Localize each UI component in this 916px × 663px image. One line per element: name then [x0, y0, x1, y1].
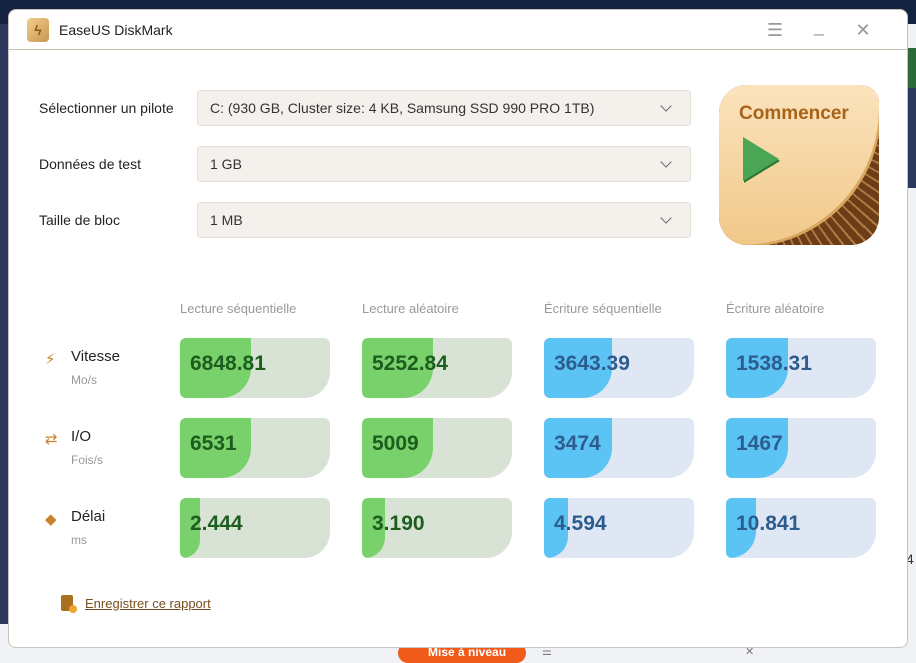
close-icon[interactable]: ✕: [855, 20, 871, 40]
result-value: 10.841: [736, 512, 801, 535]
chevron-down-icon: [660, 99, 672, 112]
block-size-setting: Taille de bloc 1 MB: [39, 202, 691, 238]
result-fill: [726, 418, 788, 478]
column-header: Écriture aléatoire: [726, 301, 825, 316]
result-value: 2.444: [190, 512, 243, 535]
test-data-select[interactable]: 1 GB: [197, 146, 691, 182]
result-fill: [544, 338, 612, 398]
start-button[interactable]: Commencer: [719, 85, 879, 245]
background-text: 4: [906, 551, 914, 567]
block-size-select[interactable]: 1 MB: [197, 202, 691, 238]
result-bar: 1467: [726, 418, 876, 478]
metric-unit: Fois/s: [71, 453, 104, 467]
result-value: 6531: [190, 432, 237, 455]
play-icon: [743, 137, 779, 181]
chevron-down-icon: [660, 155, 672, 168]
app-logo-icon: ϟ: [27, 17, 49, 42]
result-value: 3474: [554, 432, 601, 455]
minimize-icon[interactable]: _: [813, 16, 824, 36]
result-fill: [180, 418, 251, 478]
start-label: Commencer: [739, 103, 849, 124]
metric-unit: Mo/s: [71, 373, 98, 387]
result-fill: [544, 498, 568, 558]
test-data-value: 1 GB: [210, 156, 242, 172]
result-bar: 10.841: [726, 498, 876, 558]
result-fill: [180, 498, 200, 558]
block-size-value: 1 MB: [210, 212, 243, 228]
result-bar: 4.594: [544, 498, 694, 558]
title-bar: ϟ EaseUS DiskMark: [9, 10, 907, 50]
metric-name: Vitesse: [71, 348, 120, 365]
latency-icon: ◆: [45, 511, 57, 528]
result-bar: 5252.84: [362, 338, 512, 398]
result-bar: 6848.81: [180, 338, 330, 398]
result-fill: [362, 418, 433, 478]
drive-select[interactable]: C: (930 GB, Cluster size: 4 KB, Samsung …: [197, 90, 691, 126]
app-window: ϟ EaseUS DiskMark ☰ _ ✕ Sélectionner un …: [8, 9, 908, 648]
result-bar: 3.190: [362, 498, 512, 558]
result-value: 3.190: [372, 512, 425, 535]
save-report-label: Enregistrer ce rapport: [85, 595, 211, 611]
test-data-label: Données de test: [39, 156, 141, 172]
block-size-label: Taille de bloc: [39, 212, 120, 228]
metric-unit: ms: [71, 533, 87, 547]
result-value: 6848.81: [190, 352, 266, 375]
save-report-link[interactable]: Enregistrer ce rapport: [61, 595, 211, 613]
desktop-background-left: [0, 24, 8, 624]
result-bar: 5009: [362, 418, 512, 478]
result-value: 3643.39: [554, 352, 630, 375]
result-fill: [726, 338, 788, 398]
result-fill: [180, 338, 251, 398]
report-icon: [61, 595, 77, 613]
result-bar: 3474: [544, 418, 694, 478]
metric-name: I/O: [71, 428, 92, 445]
drive-setting: Sélectionner un pilote C: (930 GB, Clust…: [39, 90, 691, 126]
result-fill: [544, 418, 612, 478]
drive-value: C: (930 GB, Cluster size: 4 KB, Samsung …: [210, 100, 595, 116]
result-bar: 3643.39: [544, 338, 694, 398]
speed-icon: ⚡: [45, 351, 56, 368]
io-icon: ⇄: [45, 431, 58, 448]
result-bar: 1538.31: [726, 338, 876, 398]
result-fill: [362, 338, 433, 398]
close-icon[interactable]: ✕: [745, 646, 755, 658]
chevron-down-icon: [660, 211, 672, 224]
result-value: 1467: [736, 432, 783, 455]
menu-icon[interactable]: ☰: [766, 20, 784, 40]
background-window-edge: [908, 48, 916, 188]
result-value: 1538.31: [736, 352, 812, 375]
column-header: Lecture séquentielle: [180, 301, 297, 316]
test-data-setting: Données de test 1 GB: [39, 146, 691, 182]
menu-icon[interactable]: ☰: [542, 646, 552, 658]
result-value: 4.594: [554, 512, 607, 535]
metric-name: Délai: [71, 508, 106, 525]
result-value: 5009: [372, 432, 419, 455]
result-fill: [362, 498, 385, 558]
column-header: Lecture aléatoire: [362, 301, 459, 316]
result-bar: 2.444: [180, 498, 330, 558]
drive-label: Sélectionner un pilote: [39, 100, 174, 116]
app-title: EaseUS DiskMark: [59, 21, 173, 38]
result-bar: 6531: [180, 418, 330, 478]
column-header: Écriture séquentielle: [544, 301, 662, 316]
result-value: 5252.84: [372, 352, 448, 375]
